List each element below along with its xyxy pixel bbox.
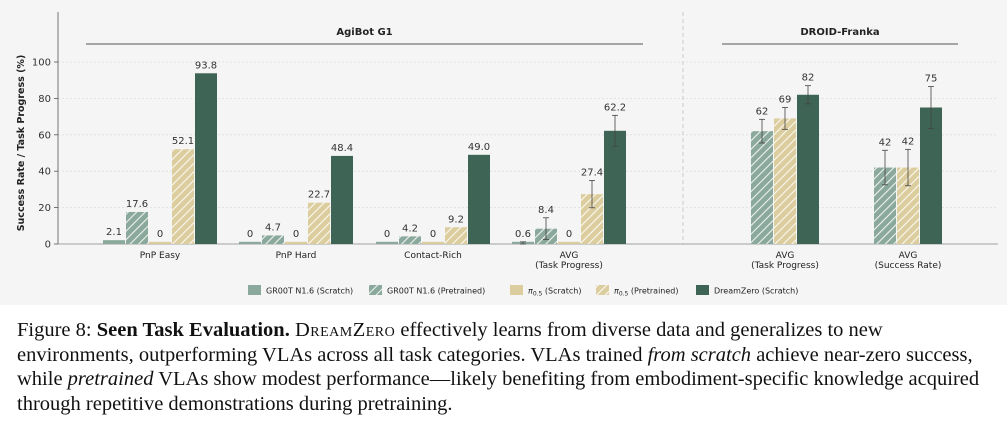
category-label: (Task Progress) — [535, 261, 603, 271]
bar-chart: 0 20 40 60 80 100 Success Rate / Task Progress… — [16, 12, 998, 298]
bar — [468, 154, 490, 244]
category-label: AVG — [776, 251, 795, 261]
value-label: 93.8 — [195, 60, 217, 71]
caption-figure-label: Figure 8: — [17, 319, 92, 341]
legend-label: DreamZero (Scratch) — [714, 287, 798, 296]
value-label: 62 — [756, 106, 769, 117]
value-label: 62.2 — [604, 102, 626, 113]
group-title: DROID-Franka — [800, 27, 879, 38]
caption-text-1: effectively learns from diverse data and… — [17, 319, 883, 366]
caption-bold-title: Seen Task Evaluation. — [96, 319, 290, 341]
value-label: 42 — [902, 136, 915, 147]
bar — [581, 194, 603, 244]
value-label: 0 — [430, 229, 436, 240]
bar — [195, 73, 217, 244]
bar — [751, 131, 773, 244]
value-label: 0 — [247, 229, 253, 240]
legend-swatch — [596, 285, 609, 295]
bar — [149, 241, 171, 244]
category-label: AVG — [899, 251, 918, 261]
legend-swatch — [248, 285, 261, 295]
legend-label: GR00T N1.6 (Scratch) — [266, 287, 353, 296]
y-tick-label: 60 — [38, 130, 51, 141]
value-label: 69 — [779, 95, 792, 106]
bars — [103, 73, 942, 245]
group-headers: AgiBot G1 DROID-Franka — [86, 27, 958, 45]
value-label: 9.2 — [448, 214, 464, 225]
group-title: AgiBot G1 — [336, 27, 392, 38]
bar — [604, 130, 626, 244]
figure-caption: Figure 8: Seen Task Evaluation. DreamZer… — [17, 318, 999, 416]
bar — [445, 227, 467, 244]
bar — [422, 241, 444, 244]
category-label: PnP Easy — [140, 251, 181, 261]
legend-swatch — [369, 285, 382, 295]
legend-label: π0.5 (Pretrained) — [614, 287, 679, 298]
bar — [126, 211, 148, 244]
value-label: 4.2 — [402, 223, 418, 234]
legend-swatch — [696, 285, 709, 295]
category-label: (Task Progress) — [751, 261, 819, 271]
bar — [172, 149, 194, 244]
bar — [797, 94, 819, 244]
value-label: 27.4 — [581, 167, 603, 178]
value-label: 0 — [157, 229, 163, 240]
bar — [262, 235, 284, 244]
value-labels: 2.1 17.6 0 52.1 93.8 0 4.7 0 22.7 48.4 0 4.2 0 9.2 49.… — [106, 60, 937, 240]
category-label: AVG — [560, 251, 579, 261]
value-label: 49.0 — [468, 142, 490, 153]
value-label: 0 — [384, 229, 390, 240]
legend-label: π0.5 (Scratch) — [528, 287, 581, 298]
category-label: Contact-Rich — [404, 251, 462, 261]
bar — [285, 241, 307, 244]
value-label: 0 — [293, 229, 299, 240]
bar — [874, 167, 896, 244]
bar — [103, 240, 125, 244]
value-label: 0.6 — [515, 229, 531, 240]
category-labels: PnP Easy PnP Hard Contact-Rich AVG(Task Pro… — [140, 251, 942, 271]
category-label: PnP Hard — [276, 251, 317, 261]
caption-italic-1: from scratch — [647, 343, 752, 366]
value-label: 75 — [925, 74, 938, 85]
value-label: 8.4 — [538, 205, 554, 216]
bar — [920, 107, 942, 244]
bar — [399, 236, 421, 244]
y-tick-label: 0 — [45, 240, 51, 251]
value-label: 82 — [802, 73, 815, 84]
caption-text-2: achieve near-zero success, while — [17, 343, 973, 391]
legend: GR00T N1.6 (Scratch) GR00T N1.6 (Pretrain… — [248, 285, 798, 298]
y-tick-label: 100 — [32, 58, 51, 69]
bar — [331, 155, 353, 244]
value-label: 17.6 — [126, 199, 148, 210]
bar — [897, 167, 919, 244]
bar — [308, 202, 330, 244]
value-label: 2.1 — [106, 227, 122, 238]
y-tick-label: 40 — [38, 167, 51, 178]
bar — [558, 241, 580, 244]
y-tick-label: 80 — [38, 94, 51, 105]
value-label: 48.4 — [331, 143, 353, 154]
legend-label: GR00T N1.6 (Pretrained) — [387, 287, 485, 296]
y-tick-label: 20 — [38, 203, 51, 214]
value-label: 4.7 — [265, 222, 281, 233]
y-axis-label: Success Rate / Task Progress (%) — [16, 55, 27, 232]
value-label: 0 — [566, 229, 572, 240]
value-label: 52.1 — [172, 136, 194, 147]
caption-text-3: VLAs show modest performance—likely bene… — [17, 368, 980, 415]
bar — [239, 241, 261, 244]
caption-method-name: DreamZero — [294, 319, 396, 341]
caption-italic-2: pretrained — [67, 368, 154, 390]
value-label: 22.7 — [308, 190, 330, 201]
bar — [774, 118, 796, 244]
category-label: (Success Rate) — [875, 261, 942, 271]
legend-swatch — [510, 285, 523, 295]
value-label: 42 — [879, 137, 892, 148]
bar — [376, 241, 398, 244]
